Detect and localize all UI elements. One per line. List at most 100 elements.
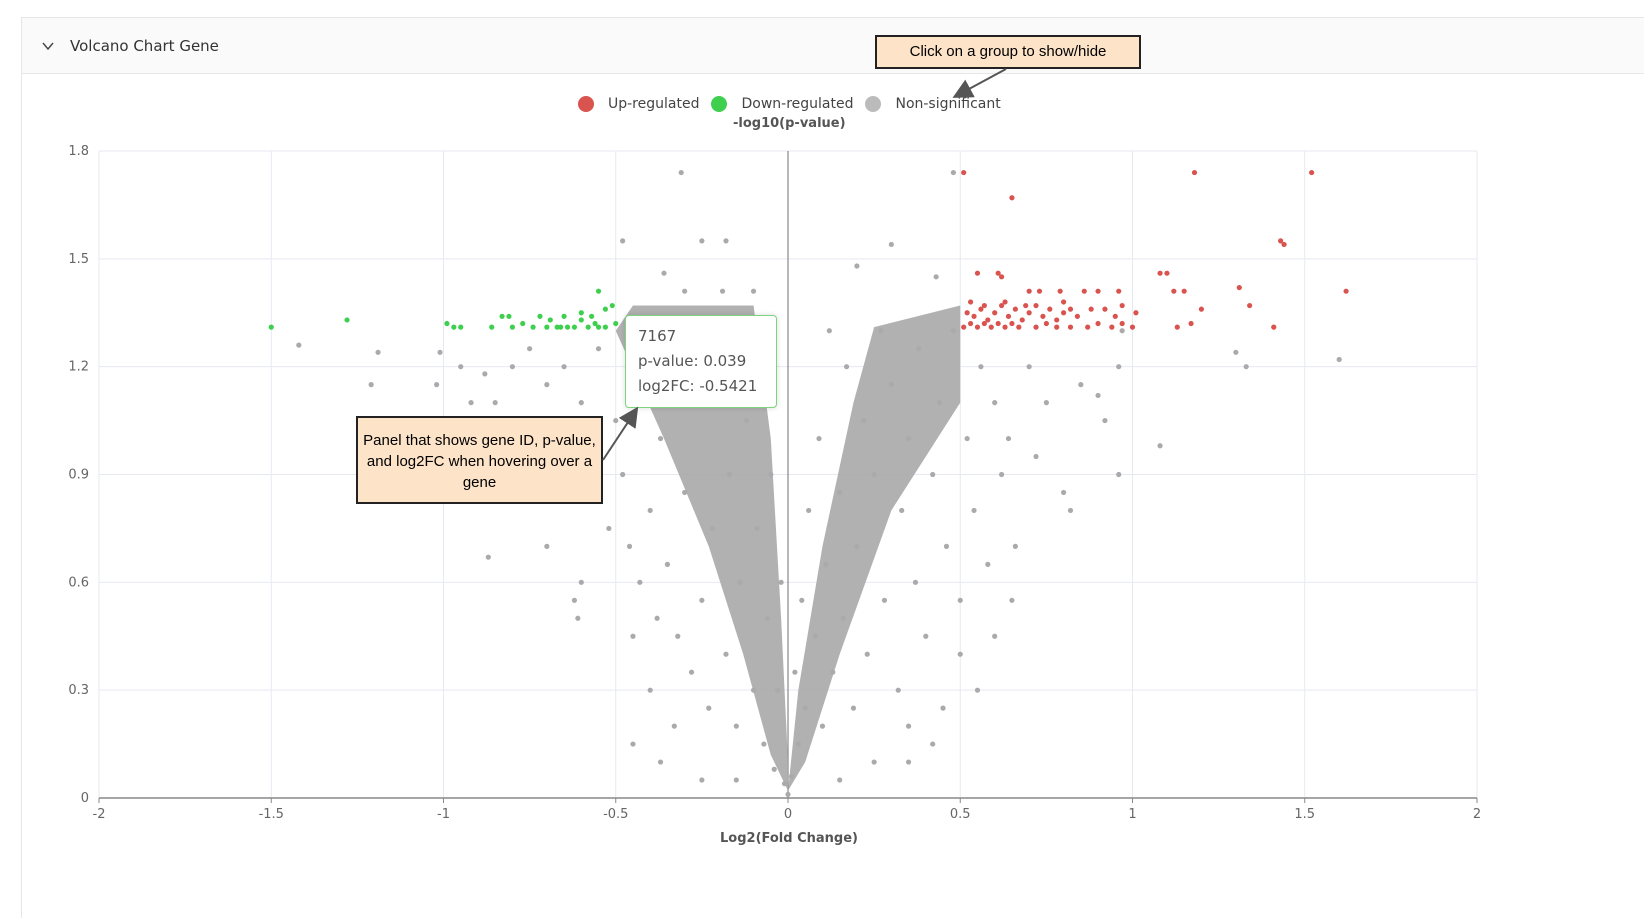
data-point-non-significant bbox=[998, 471, 1005, 478]
data-point-up-regulated bbox=[971, 313, 977, 319]
data-point-non-significant bbox=[792, 669, 798, 675]
data-point-non-significant bbox=[485, 554, 491, 560]
data-point-down-regulated bbox=[530, 324, 536, 330]
data-point-down-regulated bbox=[509, 324, 515, 330]
legend-item-down-regulated[interactable]: Down-regulated bbox=[711, 96, 853, 112]
data-point-non-significant bbox=[899, 507, 905, 514]
chevron-down-icon[interactable] bbox=[40, 38, 56, 54]
data-point-non-significant bbox=[682, 288, 688, 294]
data-point-non-significant bbox=[940, 705, 946, 711]
data-point-up-regulated bbox=[995, 270, 1001, 276]
data-point-up-regulated bbox=[1085, 324, 1091, 330]
data-point-non-significant bbox=[950, 169, 956, 176]
data-point-up-regulated bbox=[1033, 324, 1039, 330]
data-point-non-significant bbox=[781, 781, 788, 787]
legend-item-up-regulated[interactable]: Up-regulated bbox=[578, 96, 699, 112]
data-point-up-regulated bbox=[992, 310, 998, 316]
data-point-non-significant bbox=[733, 777, 739, 783]
data-point-non-significant bbox=[620, 471, 626, 478]
data-point-non-significant bbox=[812, 633, 819, 639]
legend-item-non-significant[interactable]: Non-significant bbox=[865, 96, 1001, 112]
data-point-up-regulated bbox=[1088, 306, 1094, 312]
legend-dot-icon bbox=[711, 96, 728, 112]
legend-label: Down-regulated bbox=[741, 96, 854, 112]
data-point-down-regulated bbox=[613, 320, 619, 327]
data-point-up-regulated bbox=[1009, 195, 1015, 201]
data-point-down-regulated bbox=[444, 320, 450, 327]
data-point-non-significant bbox=[578, 400, 584, 406]
data-point-non-significant bbox=[778, 579, 784, 585]
data-point-non-significant bbox=[802, 705, 808, 711]
data-point-up-regulated bbox=[961, 324, 967, 330]
data-point-non-significant bbox=[678, 169, 684, 176]
data-point-down-regulated bbox=[520, 320, 526, 327]
x-tick-label: 1 bbox=[1128, 807, 1136, 822]
data-point-non-significant bbox=[930, 741, 936, 747]
data-point-non-significant bbox=[675, 633, 681, 639]
data-point-down-regulated bbox=[561, 313, 567, 319]
data-point-up-regulated bbox=[998, 302, 1005, 309]
data-point-up-regulated bbox=[1009, 320, 1015, 327]
data-point-non-significant bbox=[527, 346, 533, 352]
data-point-non-significant bbox=[936, 400, 943, 406]
data-point-up-regulated bbox=[1343, 288, 1349, 294]
data-point-non-significant bbox=[630, 741, 636, 747]
data-point-down-regulated bbox=[602, 306, 609, 312]
data-point-non-significant bbox=[830, 669, 836, 675]
data-point-non-significant bbox=[699, 777, 705, 783]
data-point-non-significant bbox=[1067, 507, 1074, 514]
data-point-non-significant bbox=[723, 651, 729, 657]
data-point-non-significant bbox=[492, 400, 498, 406]
data-point-non-significant bbox=[1095, 392, 1101, 399]
data-point-up-regulated bbox=[1247, 302, 1253, 309]
data-point-up-regulated bbox=[1005, 313, 1012, 319]
data-point-non-significant bbox=[843, 364, 850, 370]
x-tick-label: 0.5 bbox=[950, 807, 971, 822]
data-point-up-regulated bbox=[1116, 288, 1122, 294]
data-point-down-regulated bbox=[589, 313, 595, 319]
data-point-up-regulated bbox=[1191, 169, 1198, 176]
data-point-up-regulated bbox=[1095, 288, 1101, 294]
tooltip-log2fc: log2FC: -0.5421 bbox=[638, 377, 758, 395]
data-point-down-regulated bbox=[595, 288, 602, 294]
data-point-non-significant bbox=[726, 471, 733, 478]
data-point-non-significant bbox=[854, 543, 860, 549]
data-point-non-significant bbox=[723, 238, 729, 244]
data-point-non-significant bbox=[878, 328, 884, 334]
data-point-up-regulated bbox=[1061, 299, 1067, 305]
data-point-up-regulated bbox=[974, 270, 981, 276]
data-point-down-regulated bbox=[571, 324, 578, 330]
data-point-up-regulated bbox=[1171, 288, 1177, 294]
data-point-non-significant bbox=[957, 651, 963, 657]
data-point-non-significant bbox=[912, 579, 919, 585]
data-point-non-significant bbox=[647, 507, 653, 514]
data-point-up-regulated bbox=[1026, 288, 1032, 294]
data-point-non-significant bbox=[719, 288, 726, 294]
data-point-non-significant bbox=[1119, 328, 1125, 334]
data-point-up-regulated bbox=[988, 324, 994, 330]
data-point-up-regulated bbox=[1019, 317, 1025, 323]
data-point-non-significant bbox=[895, 687, 901, 693]
data-point-non-significant bbox=[671, 723, 677, 729]
data-point-non-significant bbox=[871, 759, 877, 765]
panel-header[interactable]: Volcano Chart Gene bbox=[22, 18, 1644, 74]
data-point-non-significant bbox=[434, 382, 440, 388]
data-point-down-regulated bbox=[544, 324, 550, 330]
y-tick-label: 0 bbox=[81, 791, 89, 806]
data-point-non-significant bbox=[1116, 364, 1122, 370]
tooltip-pvalue: p-value: 0.039 bbox=[638, 352, 747, 370]
data-point-up-regulated bbox=[1033, 302, 1039, 309]
data-point-up-regulated bbox=[995, 320, 1001, 327]
y-axis-label: -log10(p-value) bbox=[733, 116, 846, 131]
data-point-non-significant bbox=[595, 346, 602, 352]
data-point-non-significant bbox=[1102, 417, 1108, 424]
data-point-non-significant bbox=[1233, 349, 1239, 355]
data-point-down-regulated bbox=[458, 324, 464, 330]
y-tick-label: 1.2 bbox=[68, 360, 89, 375]
data-point-non-significant bbox=[468, 400, 474, 406]
data-point-down-regulated bbox=[585, 324, 591, 330]
data-point-non-significant bbox=[575, 615, 581, 621]
data-point-up-regulated bbox=[1081, 288, 1087, 294]
data-point-non-significant bbox=[654, 615, 660, 621]
